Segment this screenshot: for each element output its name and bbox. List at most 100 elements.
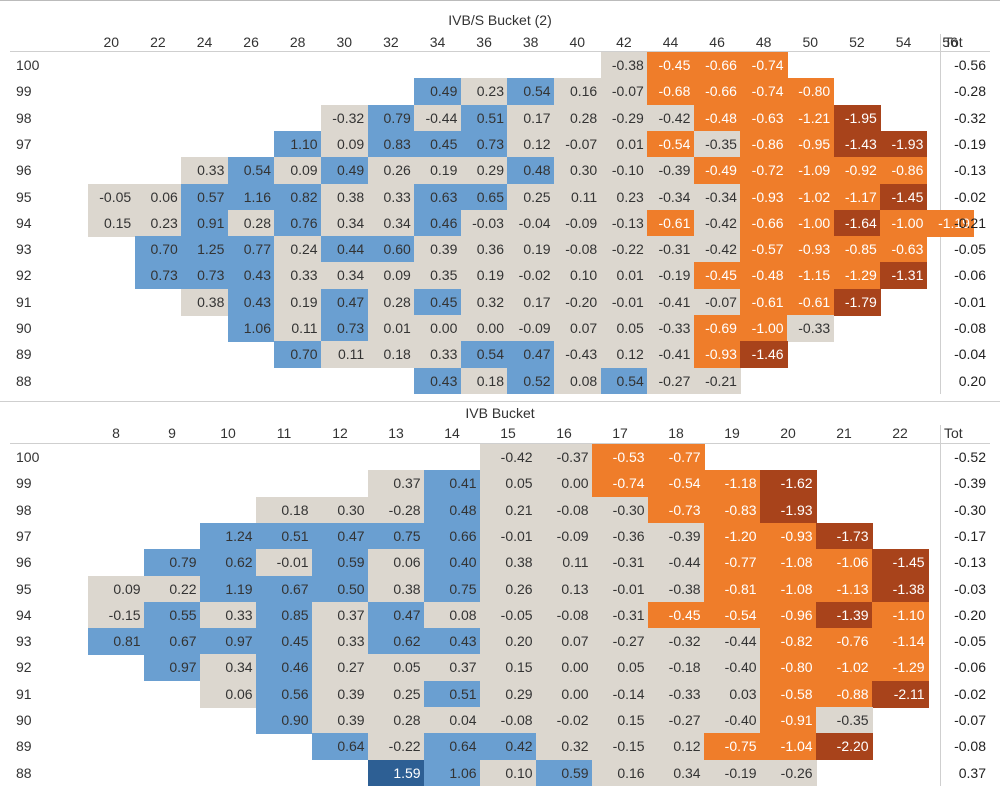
heatmap-cell: 0.22: [144, 575, 201, 603]
heatmap-cell: 0.47: [321, 288, 369, 316]
heatmap-cell: 0.91: [181, 209, 229, 237]
heatmap-cell: 1.19: [200, 575, 257, 603]
row-total: -0.03: [954, 580, 986, 597]
heatmap-cell: -0.93: [787, 236, 835, 263]
heatmap-cell: 0.47: [507, 341, 555, 369]
heatmap-cell: 0.82: [274, 183, 322, 211]
heatmap-cell: 0.06: [134, 183, 182, 211]
heatmap-cell: 0.60: [367, 236, 415, 263]
heatmap-cell: 0.54: [600, 367, 648, 395]
column-header: 17: [612, 425, 628, 441]
heatmap-cell: -0.74: [592, 470, 649, 498]
row-total: -0.28: [954, 83, 986, 100]
heatmap-cell: -0.29: [600, 104, 648, 132]
heatmap-cell: 0.12: [648, 733, 705, 761]
heatmap-cell: 0.33: [274, 262, 322, 290]
heatmap-cell: -1.45: [880, 183, 928, 211]
heatmap-cell: -1.39: [816, 601, 873, 629]
column-header: 40: [569, 34, 586, 50]
heatmap-cell: -0.34: [647, 183, 695, 211]
heatmap-cell: -0.91: [760, 707, 817, 734]
heatmap-cell: 0.18: [256, 496, 313, 524]
heatmap-cell: 0.34: [321, 262, 369, 290]
heatmap-cell: 0.49: [414, 78, 462, 106]
heatmap-cell: 0.33: [181, 157, 229, 185]
heatmap-cell: 0.47: [312, 522, 369, 550]
heatmap-cell: 0.05: [600, 315, 648, 342]
heatmap-cell: -0.08: [536, 496, 593, 524]
heatmap-cell: 0.25: [368, 680, 425, 708]
heatmap-cell: 0.34: [367, 209, 415, 237]
row-total: -0.06: [954, 659, 986, 676]
column-header: 34: [429, 34, 446, 50]
panel-divider: [0, 401, 1000, 402]
heatmap-cell: 0.73: [460, 130, 508, 158]
heatmap-cell: -1.43: [833, 130, 881, 158]
heatmap-cell: 0.34: [321, 209, 369, 237]
heatmap-cell: -0.27: [647, 367, 695, 395]
heatmap-cell: 1.06: [227, 315, 275, 342]
heatmap-cell: -1.18: [704, 470, 761, 498]
heatmap-cell: -0.38: [648, 575, 705, 603]
row-header: 94: [16, 214, 32, 231]
row-header: 96: [16, 554, 32, 571]
heatmap-cell: 0.43: [227, 262, 275, 290]
column-header: 19: [724, 425, 740, 441]
heatmap-cell: 0.79: [367, 104, 415, 132]
header-rule: [10, 51, 990, 52]
row-header: 90: [16, 320, 32, 336]
heatmap-cell: 0.39: [312, 707, 369, 734]
heatmap-cell: 0.29: [480, 680, 537, 708]
heatmap-cell: 0.65: [460, 183, 508, 211]
heatmap-cell: 0.17: [507, 104, 555, 132]
heatmap-cell: -0.48: [693, 104, 741, 132]
heatmap-cell: -0.74: [740, 78, 788, 106]
column-header: 21: [836, 425, 852, 441]
column-header: 15: [500, 425, 516, 441]
heatmap-cell: 0.51: [460, 104, 508, 132]
heatmap-cell: 0.16: [592, 759, 649, 787]
row-header: 92: [16, 659, 32, 676]
heatmap-cell: -0.38: [600, 52, 648, 79]
heatmap-cell: 0.15: [480, 654, 537, 682]
heatmap-cell: -0.54: [704, 601, 761, 629]
heatmap-cell: -0.57: [740, 236, 788, 263]
heatmap-cell: 0.21: [480, 496, 537, 524]
heatmap-cell: 0.33: [312, 628, 369, 655]
heatmap-cell: -0.22: [368, 733, 425, 761]
row-total: -0.06: [954, 267, 986, 284]
heatmap-cell: -0.05: [88, 183, 136, 211]
heatmap-cell: 0.20: [480, 628, 537, 655]
row-header: 97: [16, 135, 32, 152]
row-header: 97: [16, 527, 32, 544]
heatmap-cell: -2.11: [872, 680, 929, 708]
heatmap-cell: -0.45: [647, 52, 695, 79]
heatmap-cell: 0.01: [600, 262, 648, 290]
row-header: 93: [16, 633, 32, 650]
column-header: 26: [243, 34, 259, 50]
heatmap-cell: -0.08: [554, 236, 602, 263]
heatmap-cell: 0.64: [312, 733, 369, 761]
column-header: 48: [755, 34, 772, 50]
heatmap-cell: 0.51: [256, 522, 313, 550]
heatmap-cell: 0.59: [312, 549, 369, 577]
heatmap-cell: 0.06: [368, 549, 425, 577]
heatmap-cell: 0.10: [554, 262, 602, 290]
heatmap-cell: 0.40: [424, 549, 481, 577]
heatmap-cell: 0.00: [536, 654, 593, 682]
heatmap-cell: -0.75: [704, 733, 761, 761]
heatmap-cell: 0.64: [424, 733, 481, 761]
heatmap-cell: 0.73: [134, 262, 182, 290]
heatmap-cell: -0.05: [480, 601, 537, 629]
row-header: 88: [16, 372, 32, 389]
heatmap-cell: -0.33: [648, 680, 705, 708]
row-total: -0.05: [954, 241, 986, 258]
heatmap-cell: -2.20: [816, 733, 873, 761]
heatmap-cell: -0.37: [536, 444, 593, 471]
heatmap-cell: -0.88: [816, 680, 873, 708]
heatmap-cell: 0.41: [424, 470, 481, 498]
heatmap-cell: -0.54: [647, 130, 695, 158]
heatmap-cell: 0.00: [536, 470, 593, 498]
heatmap-cell: -1.19: [926, 209, 974, 237]
heatmap-cell: -1.13: [816, 575, 873, 603]
